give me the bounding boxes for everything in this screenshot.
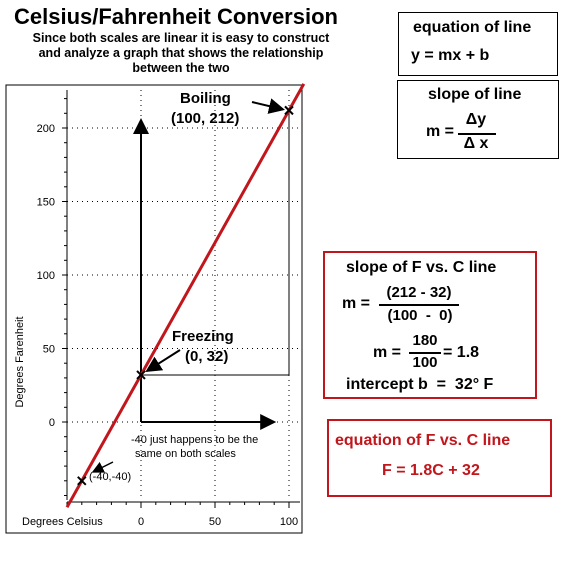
fc-intercept: intercept b = 32° F [346, 376, 494, 393]
freezing-coords: (0, 32) [185, 348, 228, 365]
subtitle-line: between the two [132, 61, 230, 75]
slope-box-numerator: Δy [465, 111, 487, 128]
page-title: Celsius/Fahrenheit Conversion [14, 4, 338, 29]
y-tick-label: 150 [37, 197, 55, 209]
point-marker [136, 370, 146, 380]
freezing-pointer [145, 349, 181, 373]
fc-slope-fraction-bar [379, 304, 459, 306]
neg40-note-line: -40 just happens to be the [131, 434, 258, 446]
fc-slope-numerator: (212 - 32) [386, 284, 452, 301]
x-axis-title: Degrees Celsius [22, 516, 103, 528]
y-tick-label: 100 [37, 270, 55, 282]
equation-of-line-box: equation of line y = mx + b [398, 12, 558, 76]
subtitle-line: and analyze a graph that shows the relat… [38, 46, 324, 60]
fc-slope-m1: m = [342, 295, 371, 312]
chart-frame [5, 84, 303, 534]
neg40-coords: (-40,-40) [89, 471, 131, 483]
point-marker [284, 105, 294, 116]
y-axis-title: Degrees Farenheit [14, 316, 26, 407]
point-marker [77, 476, 87, 486]
chart-ticks: 0 50 100 150 200 0 50 100 [37, 98, 298, 528]
fc-slope-numerator-2: 180 [412, 332, 438, 349]
slope-box-fraction-bar [458, 133, 496, 135]
equation-box-formula: y = mx + b [411, 47, 490, 64]
slope-box-title: slope of line [428, 86, 522, 103]
chart-grid [67, 90, 300, 500]
slope-box-m: m = [426, 123, 455, 140]
point-marker [77, 476, 87, 486]
neg40-pointer [91, 461, 114, 473]
x-tick-label: 50 [209, 516, 221, 528]
fc-equation-title: equation of F vs. C line [335, 432, 511, 449]
subtitle-line: Since both scales are linear it is easy … [32, 31, 330, 45]
slope-of-line-box: slope of line m = Δy Δ x [397, 80, 559, 159]
fc-equation-box: equation of F vs. C line F = 1.8C + 32 [327, 419, 552, 497]
fc-equation-formula: F = 1.8C + 32 [382, 462, 480, 479]
fc-slope-denominator: (100 - 0) [387, 307, 453, 324]
chart-axes [66, 90, 300, 503]
equation-box-title: equation of line [413, 19, 532, 36]
chart-labels: Degrees Celsius Degrees Farenheit Boiling (… [14, 90, 285, 528]
x-tick-label: 100 [280, 516, 298, 528]
fc-slope-m2: m = [373, 344, 402, 361]
freezing-label: Freezing [172, 328, 234, 345]
fc-slope-box: slope of F vs. C line m = (212 - 32) (10… [323, 251, 537, 399]
fc-slope-result: = 1.8 [443, 344, 480, 361]
y-tick-label: 0 [49, 417, 55, 429]
fc-slope-title: slope of F vs. C line [346, 259, 497, 276]
page-subtitle: Since both scales are linear it is easy … [6, 31, 356, 76]
fc-slope-denominator-2: 100 [412, 354, 438, 371]
fc-series-line [65, 83, 306, 508]
boiling-label: Boiling [180, 90, 231, 107]
chart-series [65, 83, 306, 508]
boiling-pointer [251, 98, 285, 114]
point-marker [284, 105, 294, 116]
y-tick-label: 50 [43, 344, 55, 356]
chart-guides [133, 110, 290, 430]
chart-markers [77, 105, 294, 486]
fc-slope-fraction-bar-2 [409, 352, 441, 354]
x-tick-label: 0 [138, 516, 144, 528]
slope-box-denominator: Δ x [463, 135, 489, 152]
point-marker [136, 370, 146, 380]
neg40-note-line: same on both scales [135, 448, 236, 460]
boiling-coords: (100, 212) [171, 110, 239, 127]
y-tick-label: 200 [37, 123, 55, 135]
